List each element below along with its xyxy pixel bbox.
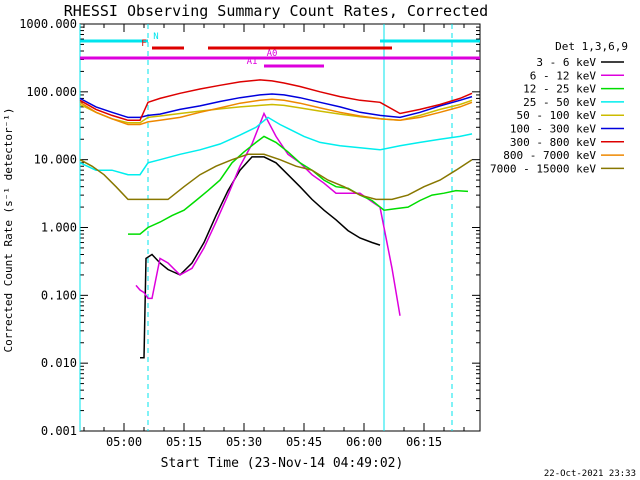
plot-frame <box>79 23 481 432</box>
legend-label: 300 - 800 keV <box>510 136 596 149</box>
y-axis-label: Corrected Count Rate (s⁻¹ detector⁻¹) <box>2 107 15 352</box>
legend-label: 7000 - 15000 keV <box>490 162 596 175</box>
x-tick-label: 06:15 <box>406 435 442 449</box>
legend-label: 25 - 50 keV <box>523 96 596 109</box>
plot-area: 1000.000 100.000 10.000 1.000 0.100 0.010 0.00… <box>19 17 481 449</box>
x-tick-label: 05:00 <box>106 435 142 449</box>
chart-title: RHESSI Observing Summary Count Rates, Co… <box>64 2 488 20</box>
y-tick-label: 0.010 <box>41 356 77 370</box>
x-axis-label: Start Time (23-Nov-14 04:49:02) <box>161 456 404 471</box>
y-tick-label: 1.000 <box>41 221 77 235</box>
legend-label: 6 - 12 keV <box>530 69 597 82</box>
y-tick-label: 10.000 <box>34 153 77 167</box>
series-line <box>79 116 473 176</box>
x-tick-label: 05:45 <box>286 435 322 449</box>
legend-title: Det 1,3,6,9 <box>555 40 628 53</box>
flag-label-n: N <box>153 32 158 42</box>
legend-label: 100 - 300 keV <box>510 123 596 136</box>
legend-label: 800 - 7000 keV <box>503 149 596 162</box>
series-line <box>79 93 473 119</box>
series-line <box>79 153 473 201</box>
y-tick-label: 0.100 <box>41 288 77 302</box>
y-tick-label: 100.000 <box>26 85 77 99</box>
flag-label-a1: A1 <box>247 57 258 67</box>
series-line <box>128 135 469 235</box>
series-line <box>79 79 473 122</box>
x-tick-label: 05:30 <box>226 435 262 449</box>
x-tick-label: 06:00 <box>346 435 382 449</box>
timestamp: 22-Oct-2021 23:33 <box>544 469 636 479</box>
y-tick-label: 0.001 <box>41 424 77 438</box>
y-tick-label: 1000.000 <box>19 17 77 31</box>
legend-label: 3 - 6 keV <box>536 56 596 69</box>
series-line <box>79 98 473 126</box>
x-tick-label: 05:15 <box>166 435 202 449</box>
flag-label-a0: A0 <box>267 49 278 59</box>
legend-label: 12 - 25 keV <box>523 83 596 96</box>
flag-label-f: F <box>141 39 146 49</box>
legend-label: 50 - 100 keV <box>517 109 597 122</box>
